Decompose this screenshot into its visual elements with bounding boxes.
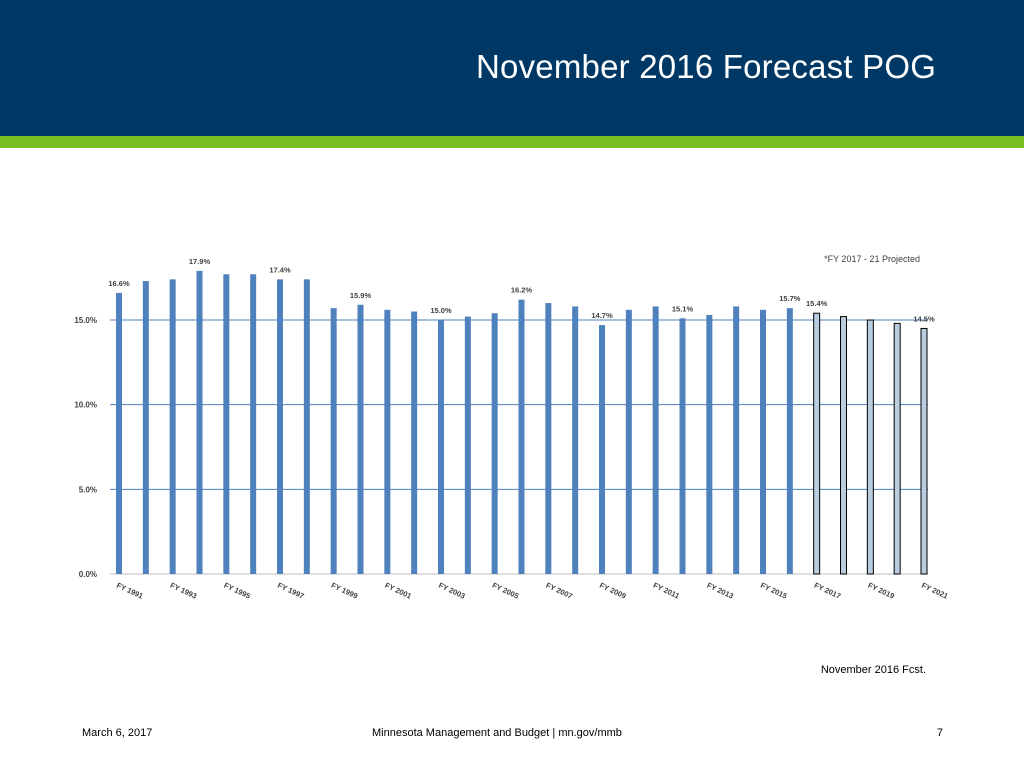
bar-fy-1995 bbox=[223, 274, 230, 574]
x-tick-label: FY 2005 bbox=[491, 581, 520, 601]
x-tick-label: FY 1995 bbox=[222, 581, 251, 601]
accent-bar bbox=[0, 136, 1024, 148]
x-tick-label: FY 2017 bbox=[813, 581, 842, 601]
x-tick-label: FY 1993 bbox=[169, 581, 198, 601]
y-tick-label: 5.0% bbox=[79, 485, 97, 494]
x-tick-label: FY 1991 bbox=[115, 581, 144, 601]
data-label: 17.4% bbox=[269, 265, 291, 274]
bar-fy-1998 bbox=[303, 279, 310, 574]
footer-date: March 6, 2017 bbox=[82, 727, 153, 739]
bar-fy-2004 bbox=[464, 316, 471, 574]
x-tick-label: FY 2015 bbox=[759, 581, 788, 601]
x-tick-label: FY 2007 bbox=[544, 581, 573, 601]
y-tick-label: 15.0% bbox=[74, 316, 97, 325]
bar-fy-2013 bbox=[706, 314, 713, 574]
bar-fy-2015 bbox=[760, 309, 766, 574]
y-axis-ticks: 0.0% 5.0% 10.0% 15.0% bbox=[74, 316, 97, 579]
bar-fy-2014 bbox=[733, 306, 740, 574]
bar-fy-2001 bbox=[384, 309, 391, 574]
slide-title: November 2016 Forecast POG bbox=[476, 48, 937, 85]
bar-fy-2006 bbox=[518, 299, 525, 574]
x-axis-ticks: FY 1991 FY 1993 FY 1995 FY 1997 FY 1999 FY 20… bbox=[115, 581, 949, 601]
bar-fy-2020 bbox=[893, 322, 901, 575]
x-tick-label: FY 2013 bbox=[705, 581, 734, 601]
bar-fy-2019 bbox=[866, 319, 874, 575]
x-tick-label: FY 1997 bbox=[276, 581, 305, 601]
page-number: 7 bbox=[936, 727, 943, 739]
bar-fy-1992 bbox=[142, 281, 149, 574]
bar-fy-2003 bbox=[438, 320, 444, 574]
data-label: 15.7% bbox=[779, 294, 801, 303]
bar-fy-1997 bbox=[277, 279, 283, 574]
bars bbox=[116, 270, 928, 575]
data-label: 15.9% bbox=[350, 291, 372, 300]
bar-fy-1996 bbox=[250, 274, 257, 574]
projection-note: *FY 2017 - 21 Projected bbox=[824, 254, 920, 264]
bar-fy-2010 bbox=[625, 309, 632, 574]
data-label: 15.1% bbox=[672, 304, 694, 313]
y-tick-label: 10.0% bbox=[74, 401, 97, 410]
data-label: 16.6% bbox=[108, 279, 130, 288]
x-tick-label: FY 1999 bbox=[330, 581, 359, 601]
data-label: 17.9% bbox=[189, 257, 211, 266]
x-tick-label: FY 2011 bbox=[652, 581, 681, 601]
bar-fy-2017 bbox=[813, 312, 821, 575]
bar-fy-1993 bbox=[169, 279, 176, 574]
data-label: 15.4% bbox=[806, 299, 828, 308]
data-label: 15.0% bbox=[430, 306, 452, 315]
data-labels: 16.6% 17.9% 17.4% 15.9% 15.0% 16.2% 14.7% 15.1%… bbox=[108, 257, 935, 324]
bar-fy-2008 bbox=[572, 306, 579, 574]
x-tick-label: FY 2003 bbox=[437, 581, 466, 601]
x-tick-label: FY 2019 bbox=[866, 581, 895, 601]
x-tick-label: FY 2009 bbox=[598, 581, 627, 601]
footer-organization: Minnesota Management and Budget | mn.gov… bbox=[372, 727, 622, 739]
bar-fy-2012 bbox=[679, 318, 686, 574]
x-tick-label: FY 2021 bbox=[920, 581, 949, 601]
title-banner: November 2016 Forecast POG bbox=[0, 0, 1024, 136]
bar-fy-2016 bbox=[786, 308, 793, 574]
y-tick-label: 0.0% bbox=[79, 570, 97, 579]
data-label: 16.2% bbox=[511, 286, 533, 295]
bar-fy-2005 bbox=[491, 313, 498, 574]
bar-fy-1991 bbox=[116, 292, 122, 574]
data-label: 14.7% bbox=[591, 311, 613, 320]
bar-fy-2018 bbox=[840, 316, 847, 575]
bar-fy-1994 bbox=[196, 270, 203, 574]
bar-fy-1999 bbox=[330, 308, 337, 574]
source-note: November 2016 Fcst. bbox=[820, 664, 926, 676]
bar-fy-2009 bbox=[599, 325, 605, 574]
bar-fy-2011 bbox=[652, 306, 659, 574]
x-tick-label: FY 2001 bbox=[383, 581, 412, 601]
bar-fy-2007 bbox=[545, 303, 552, 574]
data-label: 14.5% bbox=[913, 314, 935, 323]
bar-fy-2002 bbox=[411, 311, 418, 574]
pog-bar-chart: 16.6% 17.9% 17.4% 15.9% 15.0% 16.2% 14.7% 15.1%… bbox=[74, 254, 949, 601]
bar-fy-2021 bbox=[920, 327, 928, 575]
bar-fy-2000 bbox=[357, 304, 364, 574]
